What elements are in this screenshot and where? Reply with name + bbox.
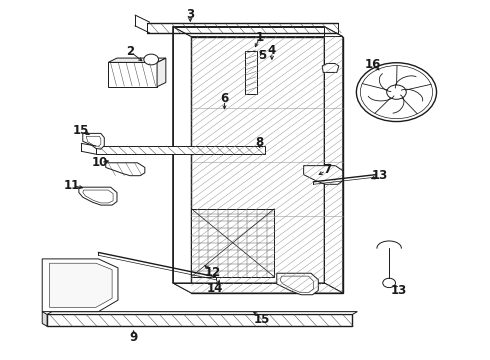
Text: 15: 15 <box>73 124 90 137</box>
Polygon shape <box>42 312 47 326</box>
Circle shape <box>383 278 395 288</box>
Polygon shape <box>172 27 343 37</box>
Polygon shape <box>172 27 191 293</box>
Text: 6: 6 <box>220 93 229 105</box>
Polygon shape <box>47 312 357 315</box>
Polygon shape <box>108 58 166 62</box>
Text: 9: 9 <box>129 330 138 343</box>
Polygon shape <box>304 166 343 184</box>
Circle shape <box>356 63 437 122</box>
Polygon shape <box>322 63 339 72</box>
Text: 4: 4 <box>268 44 276 57</box>
Text: 8: 8 <box>255 136 264 149</box>
Polygon shape <box>47 315 352 326</box>
Text: 12: 12 <box>205 266 221 279</box>
Polygon shape <box>172 283 343 293</box>
Text: 11: 11 <box>63 179 80 192</box>
Text: 13: 13 <box>371 169 388 182</box>
Text: 10: 10 <box>91 156 107 169</box>
Polygon shape <box>79 187 117 205</box>
Polygon shape <box>96 146 265 154</box>
Text: 3: 3 <box>186 8 195 21</box>
Polygon shape <box>49 263 112 307</box>
Text: 13: 13 <box>391 284 407 297</box>
Text: 5: 5 <box>258 49 266 62</box>
Polygon shape <box>191 209 274 277</box>
Polygon shape <box>83 134 104 149</box>
Circle shape <box>144 54 159 65</box>
Polygon shape <box>324 27 343 293</box>
Text: 14: 14 <box>206 282 223 295</box>
Text: 1: 1 <box>256 31 264 44</box>
Polygon shape <box>280 276 314 293</box>
Polygon shape <box>277 273 318 295</box>
Polygon shape <box>86 136 101 146</box>
Text: 7: 7 <box>323 163 331 176</box>
Polygon shape <box>108 62 157 87</box>
Text: 2: 2 <box>126 45 134 58</box>
Polygon shape <box>83 190 113 203</box>
Polygon shape <box>42 259 118 312</box>
Polygon shape <box>106 163 145 176</box>
Text: 15: 15 <box>254 312 270 326</box>
Polygon shape <box>157 58 166 87</box>
Circle shape <box>387 85 406 99</box>
Text: 16: 16 <box>365 58 381 71</box>
